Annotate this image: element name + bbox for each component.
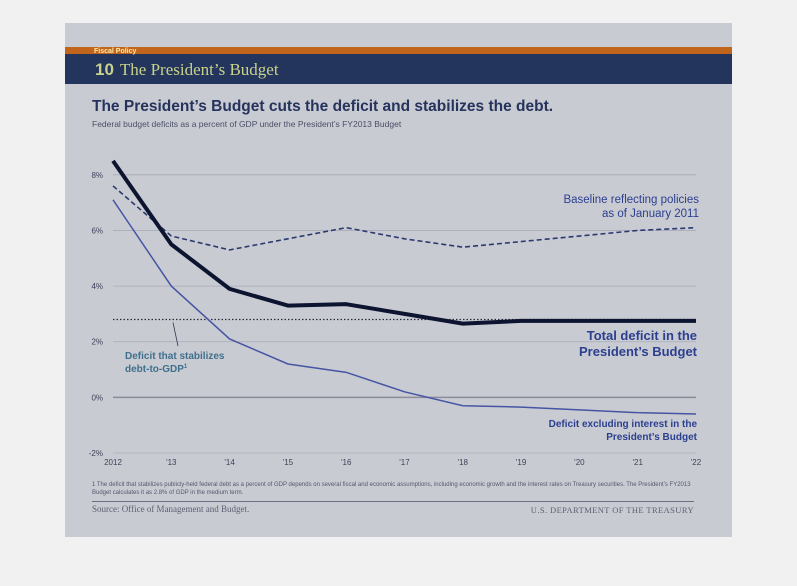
x-tick-label: '20 — [574, 458, 585, 467]
series-label-total: President’s Budget — [579, 344, 698, 359]
reference-label: debt-to-GDP1 — [125, 364, 188, 375]
y-tick-labels: -2% 0% 2% 4% 6% 8% — [89, 171, 103, 458]
header-accent-stripe — [65, 47, 732, 54]
series-label-total: Total deficit in the — [587, 328, 697, 343]
x-tick-label: '16 — [341, 458, 352, 467]
section-number: 10 — [95, 60, 114, 79]
series-label-baseline: Baseline reflecting policies — [563, 194, 699, 206]
reference-label: Deficit that stabilizes — [125, 351, 225, 362]
footer-rule — [92, 501, 694, 502]
source-note: Source: Office of Management and Budget. — [92, 504, 250, 514]
y-tick-label: 2% — [91, 338, 103, 347]
series-line-excluding_interest — [112, 199, 697, 415]
series-line-baseline — [112, 185, 697, 251]
deficit-line-chart: -2% 0% 2% 4% 6% 8% 2012 '13 '14 '15 '16 '17 '18 '19 '… — [89, 159, 702, 467]
reference-leader-line — [172, 322, 179, 347]
reference-footnote-mark: 1 — [184, 364, 188, 370]
y-tick-label: 0% — [91, 393, 103, 402]
stabilizing-reference: Deficit that stabilizes debt-to-GDP1 — [113, 318, 696, 375]
x-tick-label: '21 — [632, 458, 643, 467]
series-lines — [111, 159, 697, 415]
x-tick-label: '22 — [691, 458, 702, 467]
x-tick-label: '18 — [458, 458, 469, 467]
footnote: 1 The deficit that stabilizes publicly-h… — [92, 482, 691, 497]
x-tick-label: '15 — [283, 458, 294, 467]
y-tick-label: 4% — [91, 282, 103, 291]
x-tick-label: '14 — [224, 458, 235, 467]
y-tick-label: 8% — [91, 171, 103, 180]
series-label-excluding_interest: President’s Budget — [606, 432, 697, 443]
x-tick-label: '19 — [516, 458, 527, 467]
slide-panel: Fiscal Policy 10 The President’s Budget T… — [65, 23, 732, 537]
x-tick-labels: 2012 '13 '14 '15 '16 '17 '18 '19 '20 '21 '22 — [104, 458, 702, 467]
section-title-text: The President’s Budget — [119, 60, 279, 79]
y-tick-label: -2% — [89, 449, 103, 458]
x-tick-label: 2012 — [104, 458, 122, 467]
series-labels: Baseline reflecting policies as of Januar… — [549, 194, 700, 443]
y-tick-label: 6% — [91, 226, 103, 235]
x-tick-label: '17 — [399, 458, 410, 467]
x-tick-label: '13 — [166, 458, 177, 467]
chart-subtitle: Federal budget deficits as a percent of … — [92, 119, 402, 129]
chart-grid — [113, 174, 696, 454]
series-label-baseline: as of January 2011 — [602, 208, 699, 220]
chart-headline: The President’s Budget cuts the deficit … — [92, 98, 554, 115]
series-label-excluding_interest: Deficit excluding interest in the — [549, 419, 698, 430]
series-line-total — [111, 159, 696, 326]
section-title: 10 The President’s Budget — [95, 60, 279, 80]
section-label: Fiscal Policy — [94, 48, 137, 55]
agency-name: U.S. DEPARTMENT OF THE TREASURY — [530, 505, 694, 515]
